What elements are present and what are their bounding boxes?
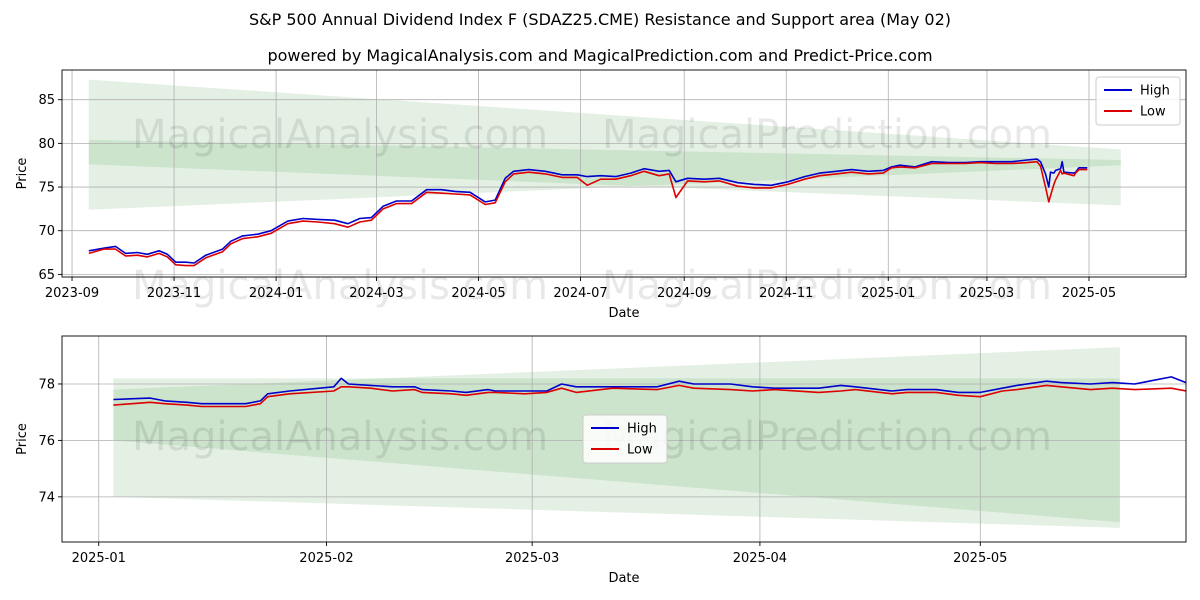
watermark-text: MagicalAnalysis.com — [132, 112, 548, 158]
bottom-chart-panel: MagicalAnalysis.com MagicalPrediction.com… — [15, 335, 1187, 586]
x-tick-label: 2024-05 — [451, 286, 505, 301]
series-layer — [113, 376, 1186, 408]
series-layer — [88, 158, 1088, 267]
legend: High Low — [582, 414, 668, 464]
x-tick-label: 2025-05 — [1062, 286, 1116, 301]
legend: High Low — [1095, 76, 1181, 126]
watermark-text: MagicalPrediction.com — [602, 414, 1052, 460]
x-axis-label: Date — [608, 306, 639, 321]
watermark-text: MagicalAnalysis.com — [132, 414, 548, 460]
x-tick-label: 2023-09 — [45, 286, 99, 301]
chart-title: S&P 500 Annual Dividend Index F (SDAZ25.… — [249, 10, 951, 29]
watermark-text: MagicalPrediction.com — [602, 112, 1052, 158]
x-tick-label: 2025-05 — [953, 551, 1007, 566]
series-line-high — [113, 376, 1186, 405]
watermark-text: MagicalPrediction.com — [602, 263, 1052, 309]
x-tick-label: 2023-11 — [147, 286, 201, 301]
y-tick-label: 76 — [38, 434, 55, 449]
legend-label-low: Low — [627, 443, 653, 458]
plot-frame — [61, 335, 1187, 543]
x-tick-label: 2025-04 — [733, 551, 787, 566]
y-tick-label: 75 — [38, 181, 55, 196]
x-tick-label: 2024-07 — [553, 286, 607, 301]
chart-subtitle: powered by MagicalAnalysis.com and Magic… — [267, 46, 933, 65]
y-tick-label: 78 — [38, 377, 55, 392]
y-tick-label: 80 — [38, 137, 55, 152]
x-tick-label: 2024-11 — [759, 286, 813, 301]
y-tick-label: 70 — [38, 224, 55, 239]
legend-label-low: Low — [1140, 105, 1166, 120]
plot-frame — [61, 69, 1187, 278]
y-tick-label: 65 — [38, 268, 55, 283]
series-line-low — [88, 160, 1088, 267]
watermark-text: MagicalAnalysis.com — [132, 263, 548, 309]
x-tick-label: 2025-01 — [72, 551, 126, 566]
x-tick-label: 2024-03 — [349, 286, 403, 301]
y-tick-label: 74 — [38, 490, 55, 505]
x-tick-label: 2024-09 — [657, 286, 711, 301]
x-tick-label: 2024-01 — [249, 286, 303, 301]
legend-label-high: High — [1140, 84, 1170, 99]
top-chart-panel: MagicalAnalysis.com MagicalPrediction.com… — [15, 69, 1187, 321]
resistance-support-band — [88, 139, 1121, 210]
y-axis-label: Price — [15, 423, 30, 455]
y-tick-label: 85 — [38, 93, 55, 108]
series-line-low — [113, 384, 1186, 408]
grid — [62, 70, 1186, 277]
series-line-high — [88, 158, 1088, 264]
x-tick-label: 2025-02 — [299, 551, 353, 566]
x-tick-label: 2025-03 — [505, 551, 559, 566]
x-axis-label: Date — [608, 571, 639, 586]
legend-label-high: High — [627, 422, 657, 437]
x-tick-label: 2025-01 — [861, 286, 915, 301]
x-tick-label: 2025-03 — [960, 286, 1014, 301]
y-axis-label: Price — [15, 158, 30, 190]
